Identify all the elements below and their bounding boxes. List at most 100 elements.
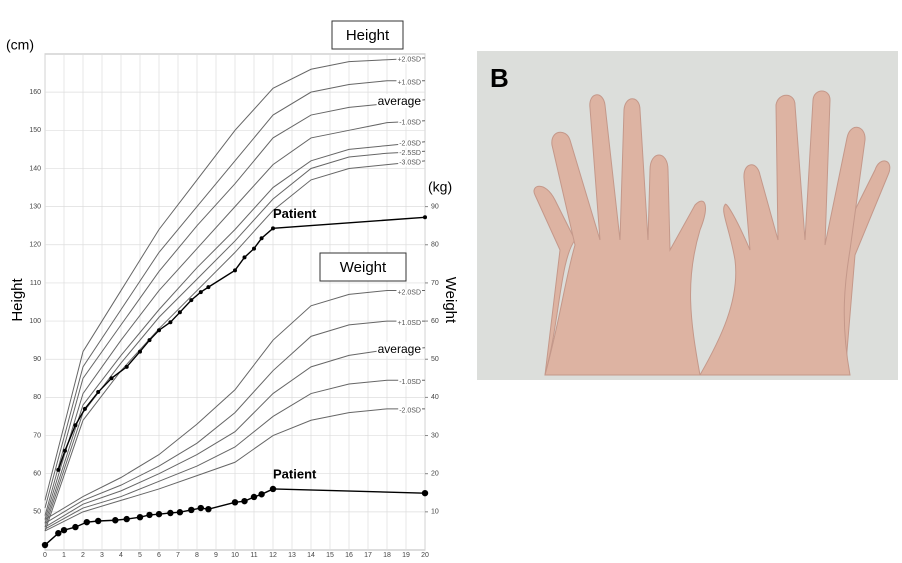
- data-point: [206, 285, 210, 289]
- data-point: [63, 449, 67, 453]
- y-unit: (cm): [6, 37, 34, 53]
- y2-tick-label: 10: [431, 509, 439, 516]
- series-label: +2.0SD: [397, 57, 421, 64]
- data-point: [146, 512, 152, 518]
- data-point: [232, 499, 238, 505]
- data-point: [96, 390, 100, 394]
- y-tick-label: 70: [33, 432, 41, 439]
- data-point: [189, 298, 193, 302]
- series-label: -2.5SD: [399, 150, 421, 157]
- data-point: [73, 423, 77, 427]
- y-tick-label: 90: [33, 356, 41, 363]
- data-point: [56, 468, 60, 472]
- x-tick-label: 5: [138, 552, 142, 558]
- y-tick-label: 130: [29, 203, 41, 210]
- x-tick-label: 20: [421, 552, 429, 558]
- data-point: [422, 490, 428, 496]
- y-tick-label: 80: [33, 394, 41, 401]
- y2-tick-label: 60: [431, 318, 439, 325]
- data-point: [233, 268, 237, 272]
- y-tick-label: 160: [29, 89, 41, 96]
- data-point: [42, 542, 48, 548]
- data-point: [177, 509, 183, 515]
- y2-axis-title: Weight: [442, 277, 459, 324]
- y2-tick-label: 50: [431, 356, 439, 363]
- data-point: [241, 498, 247, 504]
- data-point: [258, 491, 264, 497]
- data-point: [84, 519, 90, 525]
- y2-tick-label: 40: [431, 394, 439, 401]
- x-tick-label: 18: [383, 552, 391, 558]
- x-tick-label: 14: [307, 552, 315, 558]
- x-tick-label: 7: [176, 552, 180, 558]
- x-tick-label: 9: [214, 552, 218, 558]
- data-point: [110, 376, 114, 380]
- panel-label: B: [490, 63, 509, 93]
- y2-tick-label: 30: [431, 432, 439, 439]
- x-tick-label: 10: [231, 552, 239, 558]
- data-point: [95, 518, 101, 524]
- series-label: -2.0SD: [399, 141, 421, 148]
- data-point: [167, 510, 173, 516]
- series-label: +1.0SD: [397, 320, 421, 327]
- x-tick-label: 8: [195, 552, 199, 558]
- data-point: [157, 328, 161, 332]
- data-point: [205, 506, 211, 512]
- y-tick-label: 100: [29, 318, 41, 325]
- data-point: [61, 527, 67, 533]
- series-label: average: [378, 342, 422, 356]
- data-point: [260, 236, 264, 240]
- series-label: Patient: [273, 206, 317, 221]
- data-point: [252, 247, 256, 251]
- y-axis-title: Height: [9, 277, 26, 321]
- figure: (cm) (kg) Height Weight A B 012345678910…: [0, 0, 902, 558]
- series-label: +2.0SD: [397, 289, 421, 296]
- x-tick-label: 3: [100, 552, 104, 558]
- y2-unit: (kg): [428, 179, 452, 195]
- data-point: [168, 320, 172, 324]
- series-label: -1.0SD: [399, 120, 421, 127]
- x-tick-label: 0: [43, 552, 47, 558]
- y-tick-label: 150: [29, 127, 41, 134]
- weight-box: Weight: [340, 259, 387, 276]
- x-tick-label: 13: [288, 552, 296, 558]
- data-point: [137, 514, 143, 520]
- x-tick-label: 2: [81, 552, 85, 558]
- data-point: [243, 255, 247, 259]
- series-label: -1.0SD: [399, 379, 421, 386]
- series-label: -3.0SD: [399, 160, 421, 167]
- series-label: average: [378, 94, 422, 108]
- x-tick-label: 1: [62, 552, 66, 558]
- height-box: Height: [346, 27, 390, 44]
- x-tick-label: 4: [119, 552, 123, 558]
- y2-tick-label: 80: [431, 242, 439, 249]
- data-point: [270, 486, 276, 492]
- y-tick-label: 110: [30, 280, 41, 287]
- data-point: [112, 517, 118, 523]
- data-point: [198, 505, 204, 511]
- data-point: [156, 511, 162, 517]
- data-point: [55, 530, 61, 536]
- x-tick-label: 6: [157, 552, 161, 558]
- y2-tick-label: 20: [431, 471, 439, 478]
- y-tick-label: 50: [33, 509, 41, 516]
- data-point: [72, 524, 78, 530]
- x-tick-label: 17: [364, 552, 372, 558]
- y2-tick-label: 70: [431, 280, 439, 287]
- data-point: [125, 365, 129, 369]
- series-label: +1.0SD: [397, 80, 421, 87]
- data-point: [178, 310, 182, 314]
- data-point: [148, 338, 152, 342]
- data-point: [124, 516, 130, 522]
- data-point: [251, 494, 257, 500]
- y-tick-label: 140: [29, 165, 41, 172]
- series-label: -2.0SD: [399, 408, 421, 415]
- data-point: [271, 226, 275, 230]
- x-tick-label: 12: [269, 552, 277, 558]
- data-point: [423, 215, 427, 219]
- data-point: [199, 290, 203, 294]
- x-tick-label: 11: [250, 552, 257, 558]
- data-point: [138, 350, 142, 354]
- data-point: [83, 407, 87, 411]
